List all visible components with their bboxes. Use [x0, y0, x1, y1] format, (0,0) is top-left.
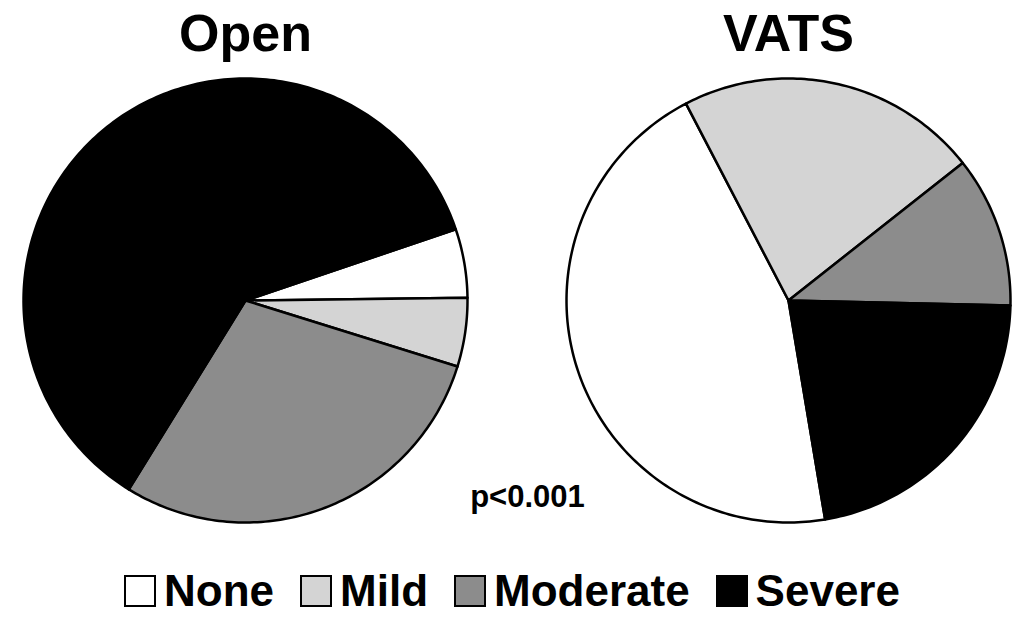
svg-text:VATS: VATS: [723, 4, 854, 62]
html-text:Mild: Mild: [340, 566, 428, 615]
svg-text:Open: Open: [179, 4, 312, 62]
html-text:None: None: [164, 566, 274, 615]
html-text:Severe: Severe: [755, 566, 900, 615]
html-text:Moderate: Moderate: [494, 566, 690, 615]
svg-text:p<0.001: p<0.001: [470, 479, 585, 514]
